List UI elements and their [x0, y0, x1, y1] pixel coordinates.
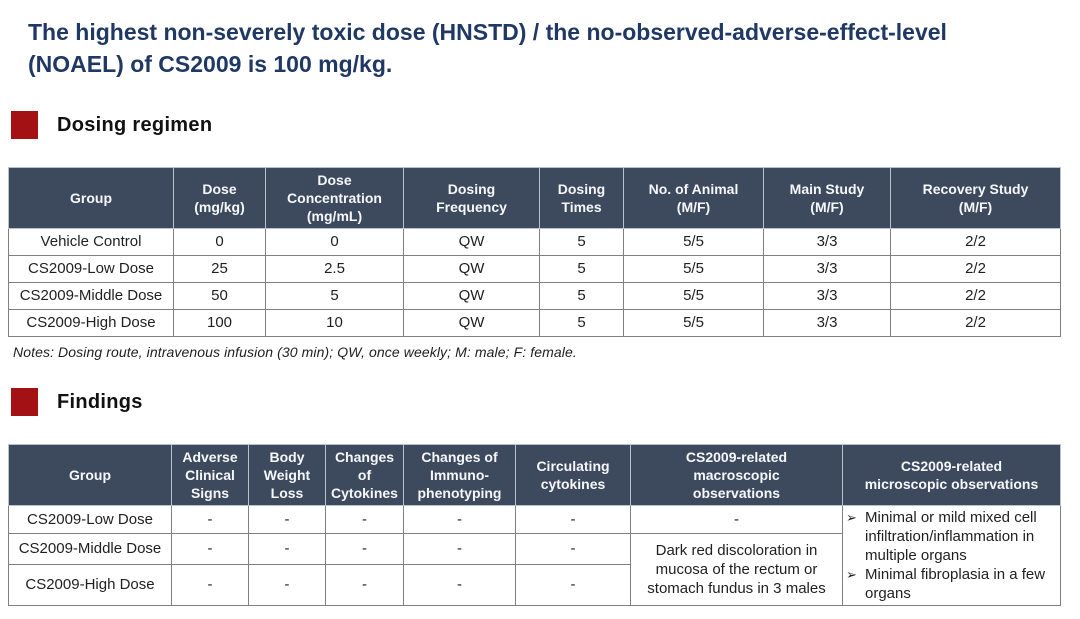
- column-header-circulating-cytokines: Circulating cytokines: [515, 444, 631, 506]
- table-row-middle-dose: CS2009-Middle Dose - - - - - Dark red di…: [8, 533, 1061, 606]
- section-dosing-regimen: Dosing regimen: [11, 110, 212, 140]
- column-header-dosing-times: Dosing Times: [539, 167, 624, 229]
- table-cell: 50: [173, 282, 266, 310]
- table-cell: 5/5: [623, 228, 764, 256]
- findings-table: Group Adverse Clinical Signs Body Weight…: [8, 444, 1061, 606]
- column-header-immunophenotyping: Changes of Immuno- phenotyping: [403, 444, 516, 506]
- table-cell: -: [403, 505, 516, 534]
- table-row-vehicle-control: Vehicle Control 0 0 QW 5 5/5 3/3 2/2: [8, 228, 1061, 256]
- table-cell: 3/3: [763, 255, 891, 283]
- table-cell: QW: [403, 255, 540, 283]
- table-cell: -: [248, 564, 326, 606]
- table-cell: -: [325, 564, 404, 606]
- column-header-group: Group: [8, 444, 172, 506]
- column-header-adverse-clinical-signs: Adverse Clinical Signs: [171, 444, 249, 506]
- table-cell: CS2009-Low Dose: [8, 505, 172, 534]
- table-cell: 3/3: [763, 228, 891, 256]
- table-cell: 2/2: [890, 228, 1061, 256]
- table-cell: -: [403, 533, 516, 565]
- table-cell: -: [630, 505, 843, 534]
- table-cell: 5: [265, 282, 404, 310]
- section-heading-label: Dosing regimen: [57, 113, 213, 136]
- table-cell: QW: [403, 309, 540, 337]
- red-square-bullet-icon: [11, 111, 38, 139]
- table-cell: -: [515, 564, 631, 606]
- table-cell: 2/2: [890, 255, 1061, 283]
- table-cell: CS2009-High Dose: [8, 309, 174, 337]
- table-cell: CS2009-Middle Dose: [8, 533, 172, 565]
- column-header-changes-of-cytokines: Changes of Cytokines: [325, 444, 404, 506]
- table-cell: 5: [539, 282, 624, 310]
- table-cell: 3/3: [763, 282, 891, 310]
- table-cell: -: [515, 533, 631, 565]
- table-cell: 5: [539, 228, 624, 256]
- section-findings: Findings: [11, 387, 143, 417]
- table-cell: CS2009-Low Dose: [8, 255, 174, 283]
- table-cell: 10: [265, 309, 404, 337]
- list-item: ➢ Minimal or mild mixed cell infiltratio…: [846, 508, 1057, 565]
- table-cell: -: [248, 505, 326, 534]
- findings-header-row: Group Adverse Clinical Signs Body Weight…: [8, 444, 1061, 506]
- table-cell: -: [403, 564, 516, 606]
- table-row-middle-dose: CS2009-Middle Dose 50 5 QW 5 5/5 3/3 2/2: [8, 282, 1061, 310]
- table-cell: 100: [173, 309, 266, 337]
- column-header-dosing-frequency: Dosing Frequency: [403, 167, 540, 229]
- microscopic-observation: Minimal fibroplasia in a few organs: [865, 566, 1046, 602]
- table-cell: -: [325, 533, 404, 565]
- table-cell: CS2009-Middle Dose: [8, 282, 174, 310]
- table-cell: 0: [173, 228, 266, 256]
- list-item: ➢ Minimal fibroplasia in a few organs: [846, 565, 1057, 603]
- table-cell: 5: [539, 309, 624, 337]
- dosing-header-row: Group Dose (mg/kg) Dose Concentration (m…: [8, 167, 1061, 229]
- table-cell: 2/2: [890, 309, 1061, 337]
- column-header-dose-concentration: Dose Concentration (mg/mL): [265, 167, 404, 229]
- table-cell: 5/5: [623, 309, 764, 337]
- column-header-recovery-study: Recovery Study (M/F): [890, 167, 1061, 229]
- table-cell: QW: [403, 228, 540, 256]
- table-row-high-dose: CS2009-High Dose - - - - -: [8, 564, 1061, 606]
- microscopic-observation: Minimal or mild mixed cell infiltration/…: [865, 509, 1037, 564]
- macroscopic-observations-cell: Dark red discoloration in mucosa of the …: [630, 533, 843, 606]
- section-heading-label: Findings: [57, 390, 143, 413]
- table-row-low-dose: CS2009-Low Dose - - - - - - ➢ Minimal or…: [8, 505, 1061, 606]
- table-cell: -: [171, 505, 249, 534]
- table-cell: 25: [173, 255, 266, 283]
- table-cell: 0: [265, 228, 404, 256]
- column-header-group: Group: [8, 167, 174, 229]
- table-cell: -: [171, 533, 249, 565]
- column-header-dose: Dose (mg/kg): [173, 167, 266, 229]
- microscopic-observations-cell: ➢ Minimal or mild mixed cell infiltratio…: [842, 505, 1061, 606]
- table-cell: -: [248, 533, 326, 565]
- table-cell: 5: [539, 255, 624, 283]
- column-header-microscopic-observations: CS2009-related microscopic observations: [842, 444, 1061, 506]
- arrow-bullet-icon: ➢: [846, 510, 857, 525]
- table-cell: -: [325, 505, 404, 534]
- page-title: The highest non-severely toxic dose (HNS…: [28, 19, 947, 77]
- table-notes: Notes: Dosing route, intravenous infusio…: [13, 344, 577, 360]
- table-cell: QW: [403, 282, 540, 310]
- table-cell: 5/5: [623, 255, 764, 283]
- table-cell: 3/3: [763, 309, 891, 337]
- red-square-bullet-icon: [11, 388, 38, 416]
- table-cell: -: [171, 564, 249, 606]
- column-header-body-weight-loss: Body Weight Loss: [248, 444, 326, 506]
- column-header-macroscopic-observations: CS2009-related macroscopic observations: [630, 444, 843, 506]
- table-cell: CS2009-High Dose: [8, 564, 172, 606]
- table-cell: 2.5: [265, 255, 404, 283]
- table-row-low-dose: CS2009-Low Dose 25 2.5 QW 5 5/5 3/3 2/2: [8, 255, 1061, 283]
- table-cell: -: [515, 505, 631, 534]
- dosing-regimen-table: Group Dose (mg/kg) Dose Concentration (m…: [8, 167, 1061, 337]
- arrow-bullet-icon: ➢: [846, 567, 857, 582]
- table-cell: 5/5: [623, 282, 764, 310]
- column-header-no-of-animal: No. of Animal (M/F): [623, 167, 764, 229]
- table-row-high-dose: CS2009-High Dose 100 10 QW 5 5/5 3/3 2/2: [8, 309, 1061, 337]
- column-header-main-study: Main Study (M/F): [763, 167, 891, 229]
- table-cell: Vehicle Control: [8, 228, 174, 256]
- table-cell: 2/2: [890, 282, 1061, 310]
